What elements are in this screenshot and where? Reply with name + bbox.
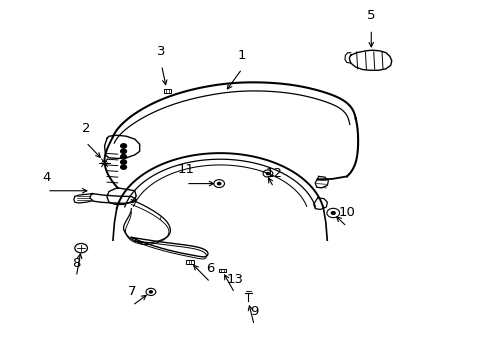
Text: 9: 9 — [249, 305, 258, 318]
Circle shape — [121, 154, 126, 159]
Text: 7: 7 — [128, 285, 136, 298]
Text: 4: 4 — [43, 171, 51, 184]
Text: 10: 10 — [338, 207, 355, 220]
Circle shape — [266, 172, 269, 175]
Text: 5: 5 — [366, 9, 375, 22]
Circle shape — [121, 144, 126, 148]
Circle shape — [149, 291, 152, 293]
Circle shape — [121, 165, 126, 169]
Text: 11: 11 — [177, 163, 194, 176]
Text: 6: 6 — [206, 262, 214, 275]
Circle shape — [121, 160, 126, 164]
Text: 12: 12 — [264, 167, 282, 180]
Text: 2: 2 — [81, 122, 90, 135]
Bar — [185, 260, 193, 264]
Text: 13: 13 — [226, 273, 243, 286]
Circle shape — [217, 183, 220, 185]
Text: 3: 3 — [157, 45, 165, 58]
Text: 1: 1 — [237, 49, 246, 62]
Circle shape — [331, 212, 334, 215]
Text: 8: 8 — [72, 257, 81, 270]
Bar — [163, 89, 171, 93]
Bar — [218, 269, 226, 272]
Circle shape — [121, 149, 126, 153]
